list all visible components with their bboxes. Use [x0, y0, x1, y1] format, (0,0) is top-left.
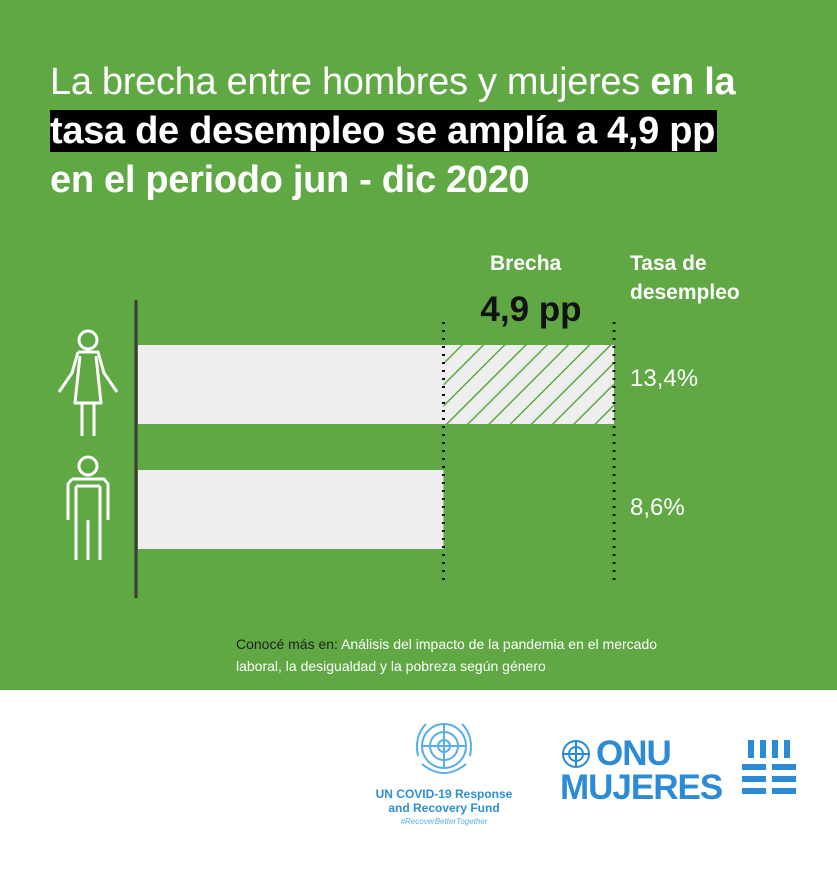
onu-emblem-icon: [562, 740, 590, 768]
source-prefix: Conocé más en:: [236, 636, 342, 652]
un-fund-line2: and Recovery Fund: [388, 801, 500, 815]
source-note: Conocé más en: Análisis del impacto de l…: [236, 633, 696, 677]
onu-text: ONU: [596, 734, 672, 773]
un-covid-fund-logo: UN COVID-19 Response and Recovery Fund #…: [372, 716, 516, 826]
headline: La brecha entre hombres y mujeres en la …: [50, 58, 810, 205]
women-rate-label: 13,4%: [630, 365, 699, 392]
onu-mujeres-symbol-icon: [742, 740, 796, 794]
un-emblem-icon: [416, 723, 472, 774]
bar-chart: [57, 300, 616, 598]
mujeres-text: MUJERES: [560, 768, 723, 807]
rate-header-line1: Tasa de: [630, 252, 707, 275]
headline-part-1: La brecha entre hombres y mujeres: [50, 61, 651, 103]
gap-hatched-bar: [443, 345, 614, 424]
bar-women: [138, 345, 444, 424]
bar-men: [138, 470, 444, 549]
onu-mujeres-logo: ONU MUJERES: [560, 734, 723, 807]
headline-part-2: en la: [650, 61, 736, 103]
gap-header: Brecha: [490, 252, 562, 275]
men-rate-label: 8,6%: [630, 494, 685, 521]
un-hashtag: #RecoverBetterTogether: [400, 817, 488, 826]
woman-icon: [57, 329, 119, 436]
man-icon: [66, 455, 110, 560]
gap-value-label: 4,9 pp: [480, 290, 582, 329]
un-fund-line1: UN COVID-19 Response: [375, 787, 513, 801]
source-link[interactable]: Análisis del impacto de la pandemia en e…: [236, 636, 658, 674]
headline-part-4: en el periodo jun - dic 2020: [50, 159, 530, 201]
headline-highlight: tasa de desempleo se amplía a 4,9 pp: [50, 110, 718, 152]
rate-header-line2: desempleo: [630, 281, 740, 304]
